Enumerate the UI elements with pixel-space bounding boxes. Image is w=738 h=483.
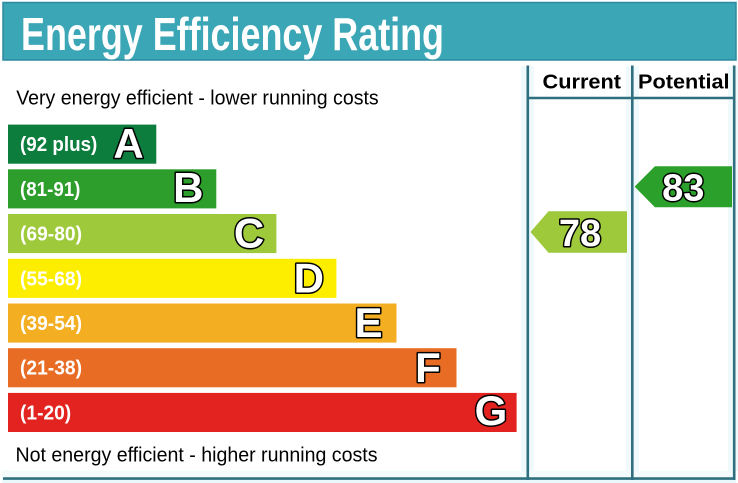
svg-text:E: E <box>354 299 382 346</box>
svg-text:Potential: Potential <box>638 72 730 94</box>
svg-text:Very energy efficient - lower: Very energy efficient - lower running co… <box>16 88 379 110</box>
svg-text:83: 83 <box>662 167 704 209</box>
svg-text:(1-20): (1-20) <box>20 401 71 424</box>
svg-text:(81-91): (81-91) <box>20 178 80 201</box>
svg-text:G: G <box>475 387 508 434</box>
svg-text:(92 plus): (92 plus) <box>20 133 97 156</box>
svg-text:(55-68): (55-68) <box>20 267 82 290</box>
svg-text:Energy Efficiency Rating: Energy Efficiency Rating <box>21 8 444 60</box>
svg-text:D: D <box>294 255 324 302</box>
svg-text:F: F <box>415 344 441 391</box>
svg-text:Not energy efficient - higher: Not energy efficient - higher running co… <box>16 445 378 467</box>
svg-text:B: B <box>173 164 203 211</box>
svg-text:(39-54): (39-54) <box>20 312 82 335</box>
svg-text:78: 78 <box>559 213 601 255</box>
svg-text:(21-38): (21-38) <box>20 357 82 380</box>
svg-text:C: C <box>234 210 264 257</box>
svg-text:Current: Current <box>543 72 622 94</box>
svg-text:A: A <box>113 120 143 167</box>
svg-text:(69-80): (69-80) <box>20 223 82 246</box>
